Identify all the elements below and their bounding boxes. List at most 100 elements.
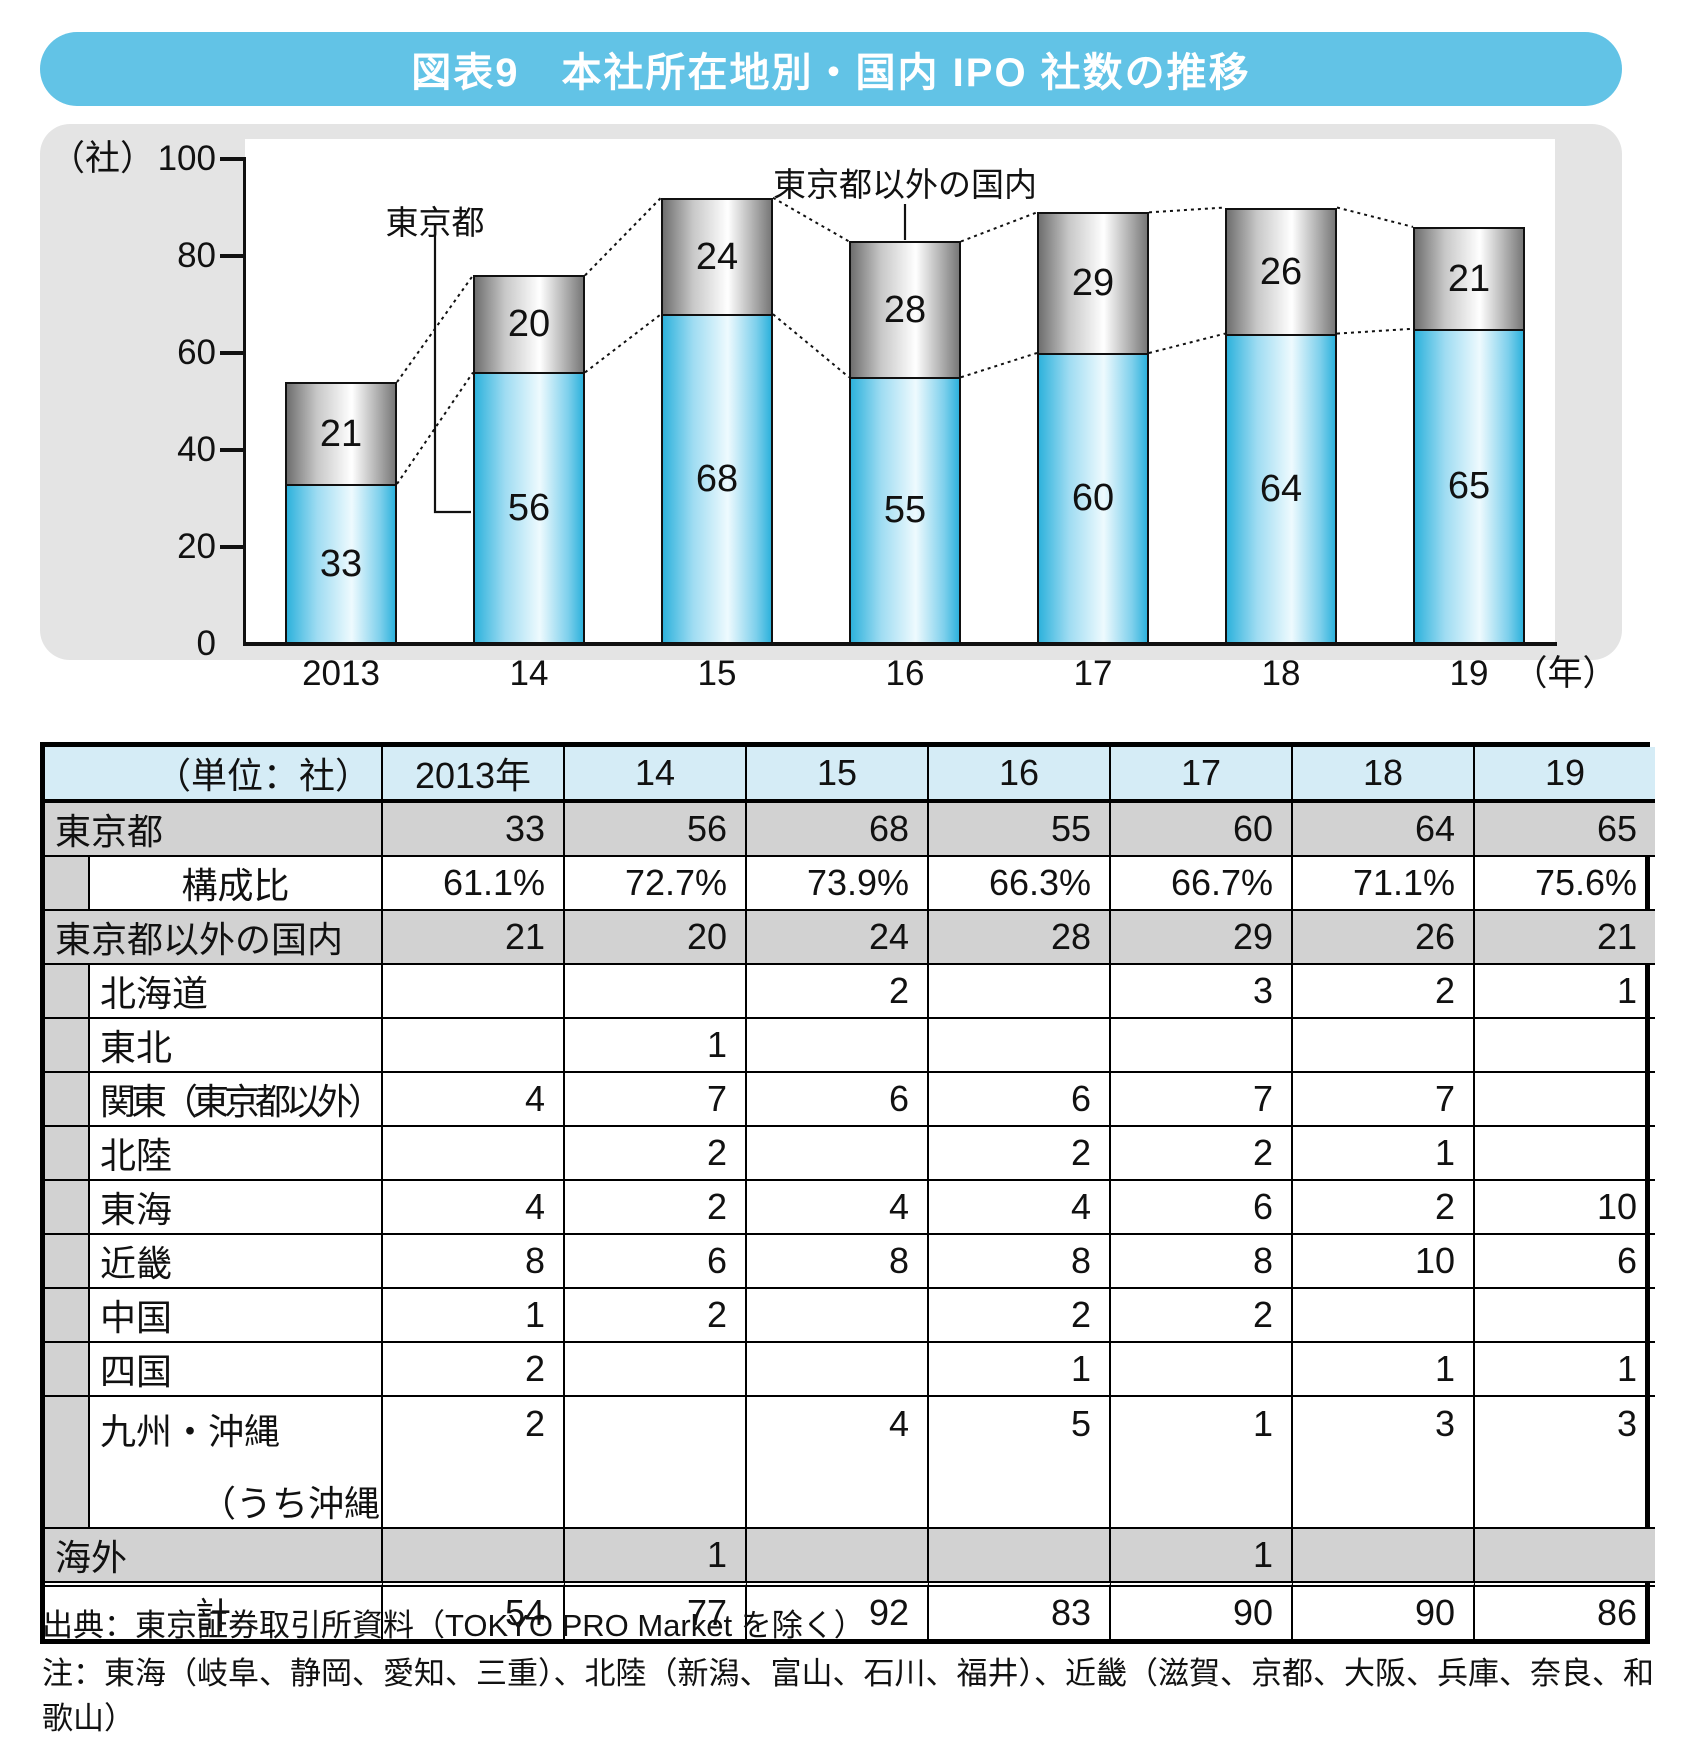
y-axis-unit-label: （社） <box>49 139 155 178</box>
cell-outside-tokyo-18: 26 <box>1293 911 1476 965</box>
cell-kanto-14: 7 <box>565 1073 748 1127</box>
table-col-header-17: 17 <box>1111 747 1294 803</box>
row-label: 中国 <box>90 1289 384 1343</box>
x-tick-label-17: 17 <box>1073 654 1113 693</box>
cell-shikoku-2013年: 2 <box>383 1343 566 1397</box>
cell-total-16: 83 <box>929 1581 1112 1639</box>
table-row-total: 計 54 77 92 83 90 90 86 <box>45 1581 1656 1639</box>
x-axis <box>243 642 1557 646</box>
indent-strip <box>45 1073 90 1127</box>
bar-outside-tokyo-14: 20 <box>473 275 585 372</box>
indent-strip <box>45 1019 90 1073</box>
cell-kinki-17: 8 <box>1111 1235 1294 1289</box>
cell-overseas-2013年 <box>383 1529 566 1581</box>
row-label: 東京都 <box>45 803 384 857</box>
row-label: 北陸 <box>90 1127 384 1181</box>
annotation-tokyo: 東京都 <box>385 204 485 241</box>
cell-kinki-19: 6 <box>1475 1235 1656 1289</box>
cell-hokkaido-16 <box>929 965 1112 1019</box>
page-title: 図表9 本社所在地別・国内 IPO 社数の推移 <box>40 32 1622 106</box>
cell-kanto-18: 7 <box>1293 1073 1476 1127</box>
cell-chugoku-14: 2 <box>565 1289 748 1343</box>
cell-kinki-16: 8 <box>929 1235 1112 1289</box>
cell-kyushu-okinawa-16: 5 <box>929 1397 1112 1529</box>
cell-tokai-19: 10 <box>1475 1181 1656 1235</box>
cell-kinki-2013年: 8 <box>383 1235 566 1289</box>
cell-outside-tokyo-16: 28 <box>929 911 1112 965</box>
cell-composition-ratio-2013年: 61.1% <box>383 857 566 911</box>
y-tick <box>220 545 246 549</box>
cell-shikoku-17 <box>1111 1343 1294 1397</box>
cell-chugoku-19 <box>1475 1289 1656 1343</box>
cell-kyushu-okinawa-19: 3 <box>1475 1397 1656 1529</box>
y-tick-label: 100 <box>157 139 216 178</box>
table-row-tokai: 東海 4 2 4 4 6 2 10 <box>45 1181 1656 1235</box>
cell-outside-tokyo-17: 29 <box>1111 911 1294 965</box>
table-row-hokuriku: 北陸 2 2 2 1 <box>45 1127 1656 1181</box>
cell-hokuriku-16: 2 <box>929 1127 1112 1181</box>
table-row-overseas: 海外 1 1 <box>45 1529 1656 1581</box>
indent-strip <box>45 1289 90 1343</box>
cell-kinki-18: 10 <box>1293 1235 1476 1289</box>
cell-shikoku-19: 1 <box>1475 1343 1656 1397</box>
table-row-tohoku: 東北 1 <box>45 1019 1656 1073</box>
row-label: 関東（東京都以外） <box>90 1073 384 1127</box>
x-tick-label-16: 16 <box>885 654 925 693</box>
y-tick <box>220 448 246 452</box>
row-label: 海外 <box>45 1529 384 1581</box>
row-label: 近畿 <box>90 1235 384 1289</box>
table-row-shikoku: 四国 2 1 1 1 <box>45 1343 1656 1397</box>
cell-total-15: 92 <box>747 1581 930 1639</box>
indent-strip <box>45 965 90 1019</box>
cell-tohoku-18 <box>1293 1019 1476 1073</box>
row-label: 東海 <box>90 1181 384 1235</box>
table-col-header-2013年: 2013年 <box>383 747 566 803</box>
cell-total-17: 90 <box>1111 1581 1294 1639</box>
cell-tohoku-16 <box>929 1019 1112 1073</box>
cell-kyushu-okinawa-14 <box>565 1397 748 1529</box>
table-row-kanto: 関東（東京都以外） 4 7 6 6 7 7 <box>45 1073 1656 1127</box>
cell-kinki-14: 6 <box>565 1235 748 1289</box>
row-label: 九州・沖縄（うち沖縄） <box>90 1397 384 1529</box>
cell-tokai-16: 4 <box>929 1181 1112 1235</box>
x-axis-unit-label: （年） <box>1512 654 1618 693</box>
cell-hokkaido-17: 3 <box>1111 965 1294 1019</box>
x-tick-label-15: 15 <box>697 654 737 693</box>
x-tick-label-18: 18 <box>1261 654 1301 693</box>
cell-kanto-19 <box>1475 1073 1656 1127</box>
cell-hokuriku-17: 2 <box>1111 1127 1294 1181</box>
table-row-outside-tokyo: 東京都以外の国内 21 20 24 28 29 26 21 <box>45 911 1656 965</box>
cell-tokai-14: 2 <box>565 1181 748 1235</box>
x-tick-label-19: 19 <box>1449 654 1489 693</box>
indent-strip <box>45 1127 90 1181</box>
cell-outside-tokyo-19: 21 <box>1475 911 1656 965</box>
cell-kanto-17: 7 <box>1111 1073 1294 1127</box>
table-row-chugoku: 中国 1 2 2 2 <box>45 1289 1656 1343</box>
cell-kyushu-okinawa-15: 4 <box>747 1397 930 1529</box>
cell-overseas-19 <box>1475 1529 1656 1581</box>
bar-outside-tokyo-19: 21 <box>1413 227 1525 329</box>
table-row-kinki: 近畿 8 6 8 8 8 10 6 <box>45 1235 1656 1289</box>
indent-strip <box>45 1181 90 1235</box>
row-sublabel: （うち沖縄） <box>200 1483 381 1524</box>
cell-hokkaido-2013年 <box>383 965 566 1019</box>
table-header-row: （単位：社） 2013年 14 15 16 17 18 19 <box>45 747 1656 803</box>
cell-tokyo-19: 65 <box>1475 803 1656 857</box>
cell-chugoku-16: 2 <box>929 1289 1112 1343</box>
y-tick-label: 0 <box>196 624 216 663</box>
row-label: 北海道 <box>90 965 384 1019</box>
bar-outside-tokyo-15: 24 <box>661 198 773 314</box>
bar-tokyo-16: 55 <box>849 377 961 644</box>
bar-tokyo-19: 65 <box>1413 329 1525 644</box>
cell-hokuriku-19 <box>1475 1127 1656 1181</box>
cell-tokyo-16: 55 <box>929 803 1112 857</box>
y-tick <box>220 351 246 355</box>
bar-tokyo-17: 60 <box>1037 353 1149 644</box>
row-label: 四国 <box>90 1343 384 1397</box>
cell-hokuriku-2013年 <box>383 1127 566 1181</box>
chart-panel: （社） 東京都 東京都以外の国内 （年） 0 20 40 60 80 100 21 33 201… <box>40 124 1622 693</box>
cell-tokai-17: 6 <box>1111 1181 1294 1235</box>
y-tick-label: 60 <box>177 333 216 372</box>
cell-tohoku-17 <box>1111 1019 1294 1073</box>
x-tick-label-14: 14 <box>509 654 549 693</box>
